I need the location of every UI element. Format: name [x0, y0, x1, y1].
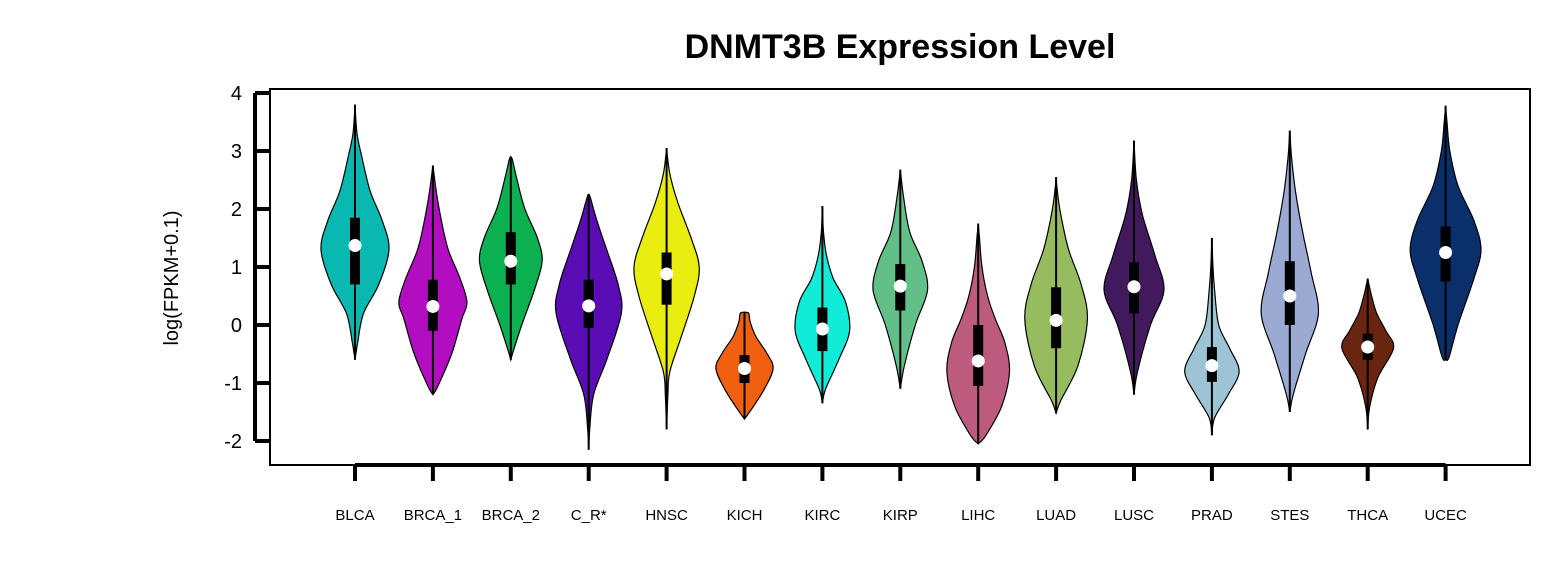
violin-median-point [738, 362, 751, 375]
x-axis: BLCA BRCA_1 BRCA_2 C_R* HNSC KICH KIRC KIRP LIHC… [335, 463, 1467, 524]
violin-median-point [971, 354, 985, 368]
violin-median-point [426, 299, 440, 313]
violin-median-point [815, 322, 829, 336]
chart-title: DNMT3B Expression Level [685, 28, 1116, 66]
violin-median-point [1205, 359, 1219, 373]
x-tick-label: BRCA_1 [404, 507, 462, 524]
violin-median-point [582, 299, 596, 313]
x-tick-label: THCA [1347, 507, 1388, 524]
x-tick-label: KICH [727, 507, 763, 524]
y-tick-label: 1 [231, 257, 242, 279]
y-tick-label: 4 [231, 83, 242, 105]
x-tick-label: C_R* [571, 507, 607, 524]
x-tick-label: BLCA [335, 507, 374, 524]
x-tick-label: LIHC [961, 507, 995, 524]
violin-brca-2 [478, 155, 543, 362]
violin-kirc [794, 206, 851, 404]
violin-stes [1260, 130, 1320, 413]
violin-thca [1341, 278, 1395, 430]
violin-ucec [1409, 105, 1482, 361]
x-tick-label: LUSC [1114, 507, 1154, 524]
violin-median-point [1049, 313, 1063, 327]
x-tick-label: KIRP [883, 507, 918, 524]
x-tick-label: LUAD [1036, 507, 1076, 524]
y-tick-label: 0 [231, 315, 242, 337]
violin-luad [1024, 177, 1089, 415]
y-tick-label: 3 [231, 141, 242, 163]
violin-prad [1184, 237, 1240, 436]
violin-hnsc [633, 148, 700, 430]
y-axis: -2 -1 0 1 2 3 4 [224, 83, 270, 453]
violin-blca [320, 104, 390, 360]
violin-kich [715, 311, 774, 421]
x-tick-label: STES [1270, 507, 1309, 524]
x-tick-label: HNSC [645, 507, 688, 524]
x-tick-label: PRAD [1191, 507, 1233, 524]
violin-kirp [872, 169, 929, 389]
violin-lusc [1103, 140, 1165, 395]
x-tick-label: BRCA_2 [482, 507, 540, 524]
violin-median-point [1361, 340, 1375, 354]
violins [320, 104, 1482, 450]
violin-median-point [1127, 280, 1141, 294]
violin-c-r- [554, 193, 623, 450]
y-tick-label: 2 [231, 199, 242, 221]
violin-median-point [660, 267, 674, 281]
y-axis-label: log(FPKM+0.1) [161, 210, 183, 345]
y-tick-label: -1 [224, 373, 242, 395]
violin-lihc [946, 223, 1011, 445]
violin-median-point [893, 279, 907, 293]
violin-median-point [504, 254, 518, 268]
x-tick-label: KIRC [804, 507, 840, 524]
x-tick-label: UCEC [1424, 507, 1467, 524]
violin-median-point [1439, 246, 1453, 259]
violin-median-point [348, 239, 362, 253]
violin-median-point [1283, 289, 1297, 303]
violin-brca-1 [398, 165, 468, 396]
y-tick-label: -2 [224, 431, 242, 453]
